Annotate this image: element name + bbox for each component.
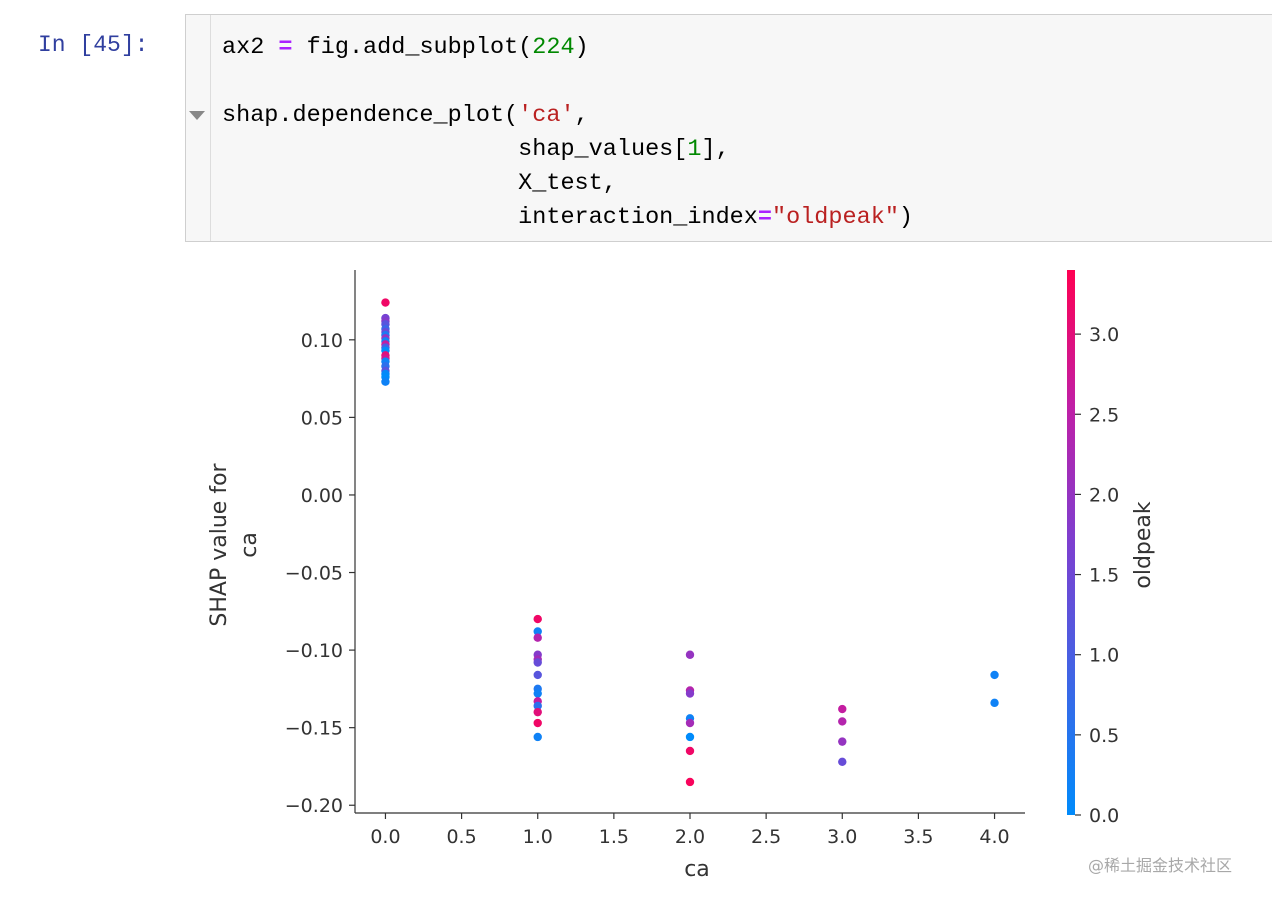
scatter-point	[685, 718, 695, 728]
scatter-point	[533, 732, 542, 742]
code-token: shap_values[	[222, 136, 688, 163]
cell-gutter	[186, 15, 211, 241]
colorbar-tick-label: 1.0	[1089, 645, 1119, 667]
y-tick-label: 0.05	[301, 407, 343, 429]
scatter-point	[533, 689, 542, 698]
scatter-point	[685, 689, 695, 698]
y-axis-label-line: ca	[237, 532, 262, 558]
colorbar: 0.0 0.5 1.0 1.5 2.0 2.5 3.0 oldpeak	[1067, 270, 1156, 827]
scatter-point	[381, 298, 390, 307]
scatter-point	[838, 757, 847, 767]
code-token: "oldpeak"	[772, 204, 899, 231]
scatter-point	[533, 670, 542, 680]
x-tick-label: 1.5	[599, 826, 629, 848]
y-tick-label: −0.05	[285, 563, 343, 585]
x-tick-label: 0.5	[446, 826, 476, 848]
scatter-point	[533, 633, 542, 642]
scatter-point	[533, 614, 542, 624]
watermark: @稀土掘金技术社区	[1088, 856, 1233, 875]
code-token: ,	[574, 102, 589, 129]
scatter-points	[381, 298, 999, 787]
fold-arrow-icon[interactable]	[189, 111, 205, 120]
code-token: =	[278, 34, 293, 61]
x-tick-label: 1.0	[523, 826, 553, 848]
y-tick-label: −0.20	[285, 795, 343, 817]
colorbar-tick-label: 0.5	[1089, 725, 1119, 747]
colorbar-tick-label: 2.5	[1089, 404, 1119, 426]
scatter-point	[838, 717, 847, 726]
scatter-point	[381, 377, 390, 386]
code-token: )	[898, 204, 914, 231]
code-token: ],	[701, 136, 730, 163]
code-token: )	[574, 34, 589, 61]
code-token: 'ca'	[518, 102, 575, 129]
x-tick-label: 2.0	[675, 826, 705, 848]
code-editor[interactable]: ax2 = fig.add_subplot(224) shap.dependen…	[222, 31, 913, 235]
x-tick-label: 3.5	[903, 826, 933, 848]
scatter-point	[838, 737, 847, 746]
dependence-plot: 0.0 0.5 1.0 1.5 2.0 2.5 3.0 3.5 4.0 0.10 0.05 0.00 −…	[207, 270, 1156, 882]
y-tick-label: −0.10	[285, 640, 343, 662]
scatter-point	[533, 658, 542, 667]
code-cell[interactable]: ax2 = fig.add_subplot(224) shap.dependen…	[185, 14, 1272, 242]
y-tick-label: 0.00	[301, 485, 343, 507]
code-token: =	[757, 204, 772, 231]
scatter-point	[838, 704, 847, 714]
y-tick-label: 0.10	[301, 330, 343, 352]
code-token: fig.add_subplot(	[292, 34, 533, 61]
scatter-point	[533, 701, 542, 711]
scatter-point	[533, 718, 542, 728]
y-axis-label: SHAP value for ca	[207, 462, 262, 626]
code-token: shap.dependence_plot(	[222, 102, 519, 129]
x-axis-label: ca	[684, 857, 710, 882]
code-token: interaction_index	[222, 204, 758, 231]
code-token: X_test,	[222, 170, 617, 197]
scatter-point	[990, 698, 999, 708]
code-token: ax2	[222, 34, 279, 61]
colorbar-tick-label: 1.5	[1089, 565, 1119, 587]
colorbar-tick-label: 3.0	[1089, 324, 1119, 346]
colorbar-tick-label: 2.0	[1089, 484, 1119, 506]
x-tick-label: 0.0	[370, 826, 400, 848]
colorbar-label: oldpeak	[1131, 501, 1156, 589]
x-tick-label: 3.0	[827, 826, 857, 848]
code-token: 224	[532, 34, 575, 61]
scatter-point	[533, 707, 542, 717]
scatter-point	[533, 627, 542, 636]
scatter-point	[685, 746, 695, 756]
scatter-point	[685, 650, 695, 659]
code-token: 1	[687, 136, 702, 163]
y-tick-label: −0.15	[285, 718, 343, 740]
scatter-point	[685, 732, 695, 742]
colorbar-gradient	[1067, 270, 1075, 815]
plot-axes: 0.0 0.5 1.0 1.5 2.0 2.5 3.0 3.5 4.0 0.10 0.05 0.00 −…	[207, 270, 1025, 882]
colorbar-tick-label: 0.0	[1089, 805, 1119, 827]
scatter-point	[685, 777, 695, 787]
scatter-point	[990, 670, 999, 680]
input-prompt: In [45]:	[38, 32, 149, 58]
x-tick-label: 4.0	[979, 826, 1009, 848]
y-axis-label-line: SHAP value for	[207, 462, 232, 626]
x-tick-label: 2.5	[751, 826, 781, 848]
